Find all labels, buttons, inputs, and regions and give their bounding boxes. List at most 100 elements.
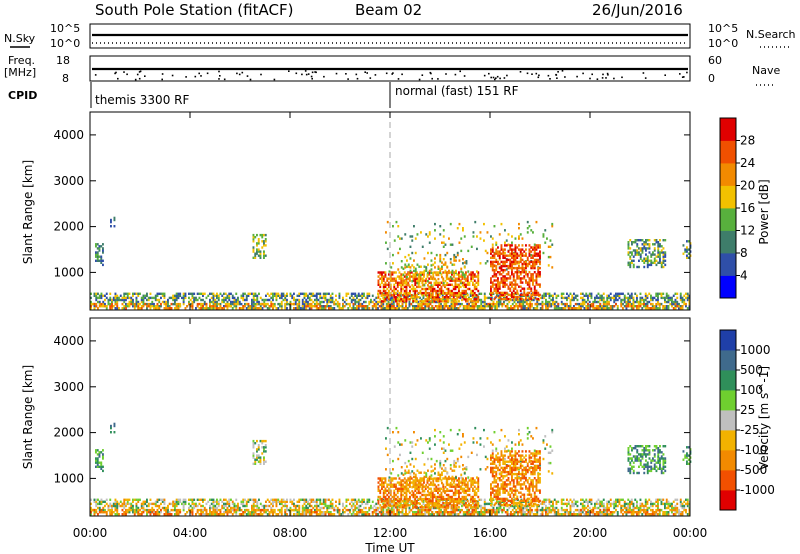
power-cell xyxy=(525,281,527,284)
power-cell xyxy=(203,302,206,306)
velocity-cell xyxy=(125,502,127,506)
velocity-cell xyxy=(599,504,602,508)
power-cell xyxy=(657,243,660,246)
velocity-cell xyxy=(489,498,491,501)
power-cell xyxy=(409,235,412,238)
power-cell xyxy=(368,307,371,310)
nave-point xyxy=(198,72,200,75)
power-cell xyxy=(625,307,628,310)
power-cell xyxy=(359,305,362,308)
power-cell xyxy=(495,269,498,272)
power-cell xyxy=(128,296,131,300)
power-cell xyxy=(377,294,380,297)
velocity-cell xyxy=(272,500,274,503)
power-cell xyxy=(133,307,136,310)
power-cell xyxy=(416,300,418,303)
power-cell xyxy=(476,294,479,297)
power-cell xyxy=(676,292,679,295)
velocity-cell xyxy=(266,504,269,508)
velocity-cell xyxy=(667,506,670,510)
power-cell xyxy=(266,292,269,295)
power-cell xyxy=(521,244,524,247)
power-cell xyxy=(112,298,115,302)
velocity-cell xyxy=(331,504,334,508)
power-cell xyxy=(410,287,413,291)
velocity-cell xyxy=(683,506,686,510)
power-cell xyxy=(509,287,512,290)
power-cell xyxy=(326,298,329,302)
power-cell xyxy=(435,282,438,285)
power-cell xyxy=(435,298,438,301)
power-cell xyxy=(407,291,410,295)
power-cell xyxy=(427,300,430,304)
power-cell xyxy=(439,282,442,285)
velocity-cell xyxy=(569,504,572,508)
power-cell xyxy=(404,266,407,269)
power-cell xyxy=(546,237,548,240)
power-cell xyxy=(616,305,619,308)
velocity-cell xyxy=(167,506,169,510)
power-cell xyxy=(200,307,203,310)
power-cell xyxy=(560,302,563,306)
nave-point xyxy=(171,74,174,77)
power-cell xyxy=(641,302,644,306)
power-cell xyxy=(273,292,276,295)
power-cell xyxy=(504,283,506,286)
power-cell xyxy=(585,305,588,308)
power-cell xyxy=(392,262,394,265)
velocity-cell xyxy=(655,504,658,508)
velocity-cell xyxy=(657,502,659,506)
power-cell xyxy=(450,302,453,306)
power-cell xyxy=(433,289,436,293)
power-cell xyxy=(533,291,536,295)
power-cell xyxy=(485,305,488,308)
velocity-cell xyxy=(195,502,197,506)
power-cell xyxy=(655,294,658,297)
power-cell xyxy=(528,244,531,247)
velocity-cell xyxy=(98,508,101,512)
velocity-cell xyxy=(578,513,581,516)
power-cell xyxy=(512,293,515,297)
nave-point xyxy=(503,77,506,79)
power-cell xyxy=(396,305,399,308)
power-cell xyxy=(426,296,429,299)
power-cell xyxy=(298,294,301,297)
power-cell xyxy=(396,275,399,278)
power-cell xyxy=(423,300,425,303)
power-cell xyxy=(413,225,415,228)
power-cell xyxy=(686,254,688,257)
power-cell xyxy=(347,307,350,310)
power-cell xyxy=(216,305,218,308)
power-cell xyxy=(210,292,213,295)
power-cell xyxy=(284,294,287,297)
velocity-cell xyxy=(557,511,560,514)
power-cell xyxy=(505,244,508,247)
power-cell xyxy=(354,292,357,295)
power-cell xyxy=(447,296,450,299)
power-cell xyxy=(113,216,116,220)
power-cell xyxy=(315,298,318,302)
velocity-cell xyxy=(230,498,232,501)
power-cell xyxy=(466,279,469,282)
velocity-cell xyxy=(104,504,106,508)
power-cell xyxy=(684,250,687,253)
velocity-cell xyxy=(576,513,579,516)
power-cell xyxy=(595,305,598,308)
nave-point xyxy=(591,73,593,76)
velocity-cell xyxy=(252,508,255,512)
power-cell xyxy=(212,307,215,310)
power-cell xyxy=(587,298,589,302)
velocity-cell xyxy=(672,500,675,503)
velocity-cell xyxy=(259,502,262,506)
power-cell xyxy=(505,254,508,257)
power-cell xyxy=(541,294,544,297)
power-cell xyxy=(467,270,470,273)
power-cell xyxy=(442,263,445,266)
power-cell xyxy=(389,285,392,289)
power-cell xyxy=(518,237,520,240)
power-cell xyxy=(490,256,492,259)
power-cell xyxy=(391,279,394,282)
power-cell xyxy=(442,291,445,295)
power-cell xyxy=(506,302,509,306)
power-cell xyxy=(375,296,378,300)
